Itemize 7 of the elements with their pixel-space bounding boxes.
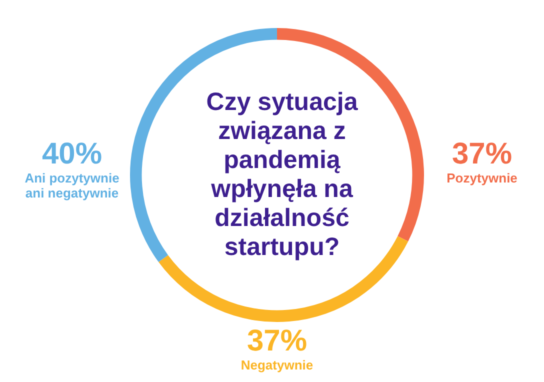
data-label: 40% [42, 137, 102, 170]
data-label: 37% [246, 324, 308, 358]
slice-label: Ani pozytywnie ani negatywnie [24, 170, 120, 201]
slice-label: Pozytywnie [446, 170, 518, 186]
data-label: 37% [452, 137, 512, 170]
text: Czy sytuacja związana z pandemią wpłynęła na działalność startupu? [205, 87, 359, 263]
slice-label: Negatywnie [240, 358, 314, 373]
